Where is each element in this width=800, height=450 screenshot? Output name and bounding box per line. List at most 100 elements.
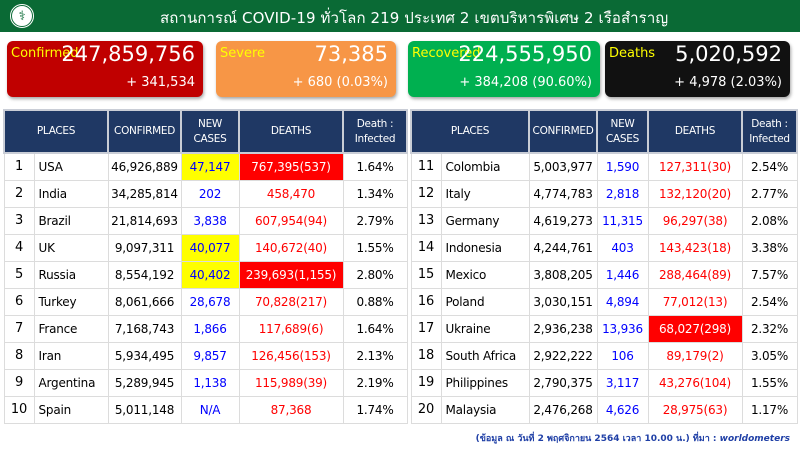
countries-table-right: PLACES CONFIRMED NEW CASES DEATHS Death :… [409, 109, 799, 424]
ratio-cell: 0.88% [342, 287, 408, 316]
table-row: 9 Argentina 5,289,945 1,138 115,989(39) 2.19% [3, 368, 408, 397]
ratio-cell: 1.55% [741, 368, 798, 397]
ratio-cell: 3.38% [741, 233, 798, 262]
table-row: 12 Italy 4,774,783 2,818 132,120(20) 2.77% [410, 179, 798, 208]
new-cases-header: NEW CASES [596, 109, 650, 154]
rank-cell: 19 [410, 368, 442, 397]
deaths-cell: 767,395(537) [238, 152, 344, 181]
table-row: 6 Turkey 8,061,666 28,678 70,828(217) 0.88% [3, 287, 408, 316]
confirmed-header: CONFIRMED [528, 109, 599, 154]
ratio-cell: 1.64% [342, 314, 408, 343]
place-cell: Argentina [33, 368, 109, 397]
table-row: 1 USA 46,926,889 47,147 767,395(537) 1.64% [3, 152, 408, 181]
rank-cell: 12 [410, 179, 442, 208]
confirmed-cell: 3,030,151 [528, 287, 598, 316]
confirmed-card: Confirmed 247,859,756 + 341,534 [7, 41, 203, 97]
recovered-card: Recovered 224,555,950 + 384,208 (90.60%) [408, 41, 600, 97]
place-cell: Philippines [440, 368, 530, 397]
rank-cell: 5 [3, 260, 35, 289]
confirmed-cell: 2,922,222 [528, 341, 598, 370]
confirmed-cell: 5,011,148 [107, 395, 182, 424]
deaths-cell: 126,456(153) [238, 341, 344, 370]
ratio-cell: 2.08% [741, 206, 798, 235]
place-cell: Indonesia [440, 233, 530, 262]
ratio-cell: 2.80% [342, 260, 408, 289]
places-header: PLACES [409, 109, 531, 154]
title-bar: ⚕ สถานการณ์ COVID-19 ทั่วโลก 219 ประเทศ … [0, 0, 800, 32]
table-row: 3 Brazil 21,814,693 3,838 607,954(94) 2.79% [3, 206, 408, 235]
place-cell: Russia [33, 260, 109, 289]
confirmed-cell: 9,097,311 [107, 233, 182, 262]
new-cases-cell: 40,077 [180, 233, 240, 262]
confirmed-label: Confirmed [11, 46, 79, 61]
new-cases-cell: 11,315 [596, 206, 649, 235]
deaths-cell: 96,297(38) [647, 206, 743, 235]
place-cell: Germany [440, 206, 530, 235]
deaths-cell: 143,423(18) [647, 233, 743, 262]
ratio-cell: 2.79% [342, 206, 408, 235]
new-cases-cell: 4,894 [596, 287, 649, 316]
rank-cell: 13 [410, 206, 442, 235]
deaths-header: DEATHS [647, 109, 744, 154]
new-cases-cell: 3,117 [596, 368, 649, 397]
deaths-delta: + 4,978 (2.03%) [674, 75, 782, 90]
deaths-cell: 117,689(6) [238, 314, 344, 343]
rank-cell: 6 [3, 287, 35, 316]
new-cases-cell: 1,446 [596, 260, 649, 289]
rank-cell: 17 [410, 314, 442, 343]
page-title: สถานการณ์ COVID-19 ทั่วโลก 219 ประเทศ 2 … [160, 9, 669, 27]
place-cell: UK [33, 233, 109, 262]
rank-cell: 7 [3, 314, 35, 343]
ratio-cell: 1.17% [741, 395, 798, 424]
deaths-cell: 28,975(63) [647, 395, 743, 424]
table-row: 18 South Africa 2,922,222 106 89,179(2) 3.05% [410, 341, 798, 370]
new-cases-cell: 40,402 [180, 260, 240, 289]
table-row: 15 Mexico 3,808,205 1,446 288,464(89) 7.57% [410, 260, 798, 289]
severe-value: 73,385 [314, 42, 388, 66]
confirmed-cell: 21,814,693 [107, 206, 182, 235]
ratio-header: Death : Infected [342, 109, 409, 154]
rank-cell: 3 [3, 206, 35, 235]
confirmed-cell: 4,619,273 [528, 206, 598, 235]
new-cases-header: NEW CASES [180, 109, 241, 154]
confirmed-cell: 46,926,889 [107, 152, 182, 181]
ratio-cell: 3.05% [741, 341, 798, 370]
deaths-cell: 132,120(20) [647, 179, 743, 208]
place-cell: Malaysia [440, 395, 530, 424]
confirmed-cell: 4,774,783 [528, 179, 598, 208]
confirmed-cell: 3,808,205 [528, 260, 598, 289]
place-cell: Turkey [33, 287, 109, 316]
new-cases-cell: 202 [180, 179, 240, 208]
recovered-delta: + 384,208 (90.60%) [459, 75, 592, 90]
data-source-note: (ข้อมูล ณ วันที่ 2 พฤศจิกายน 2564 เวลา 1… [476, 431, 790, 445]
table-row: 8 Iran 5,934,495 9,857 126,456(153) 2.13% [3, 341, 408, 370]
ratio-cell: 2.32% [741, 314, 798, 343]
rank-cell: 11 [410, 152, 442, 181]
deaths-header: DEATHS [238, 109, 345, 154]
deaths-card: Deaths 5,020,592 + 4,978 (2.03%) [605, 41, 790, 97]
deaths-value: 5,020,592 [675, 42, 782, 66]
place-cell: Mexico [440, 260, 530, 289]
confirmed-value: 247,859,756 [61, 42, 195, 66]
new-cases-cell: 2,818 [596, 179, 649, 208]
new-cases-cell: 4,626 [596, 395, 649, 424]
places-header: PLACES [2, 109, 110, 154]
place-cell: Ukraine [440, 314, 530, 343]
deaths-label: Deaths [609, 46, 656, 61]
deaths-cell: 43,276(104) [647, 368, 743, 397]
new-cases-cell: 1,590 [596, 152, 649, 181]
recovered-label: Recovered [412, 46, 481, 61]
severe-delta: + 680 (0.03%) [292, 75, 388, 90]
severe-card: Severe 73,385 + 680 (0.03%) [216, 41, 396, 97]
deaths-cell: 77,012(13) [647, 287, 743, 316]
table-row: 17 Ukraine 2,936,238 13,936 68,027(298) 2.32% [410, 314, 798, 343]
deaths-cell: 288,464(89) [647, 260, 743, 289]
confirmed-cell: 5,289,945 [107, 368, 182, 397]
ratio-cell: 2.19% [342, 368, 408, 397]
rank-cell: 9 [3, 368, 35, 397]
place-cell: Poland [440, 287, 530, 316]
ministry-seal-logo: ⚕ [8, 2, 36, 30]
deaths-cell: 89,179(2) [647, 341, 743, 370]
place-cell: Italy [440, 179, 530, 208]
deaths-cell: 458,470 [238, 179, 344, 208]
